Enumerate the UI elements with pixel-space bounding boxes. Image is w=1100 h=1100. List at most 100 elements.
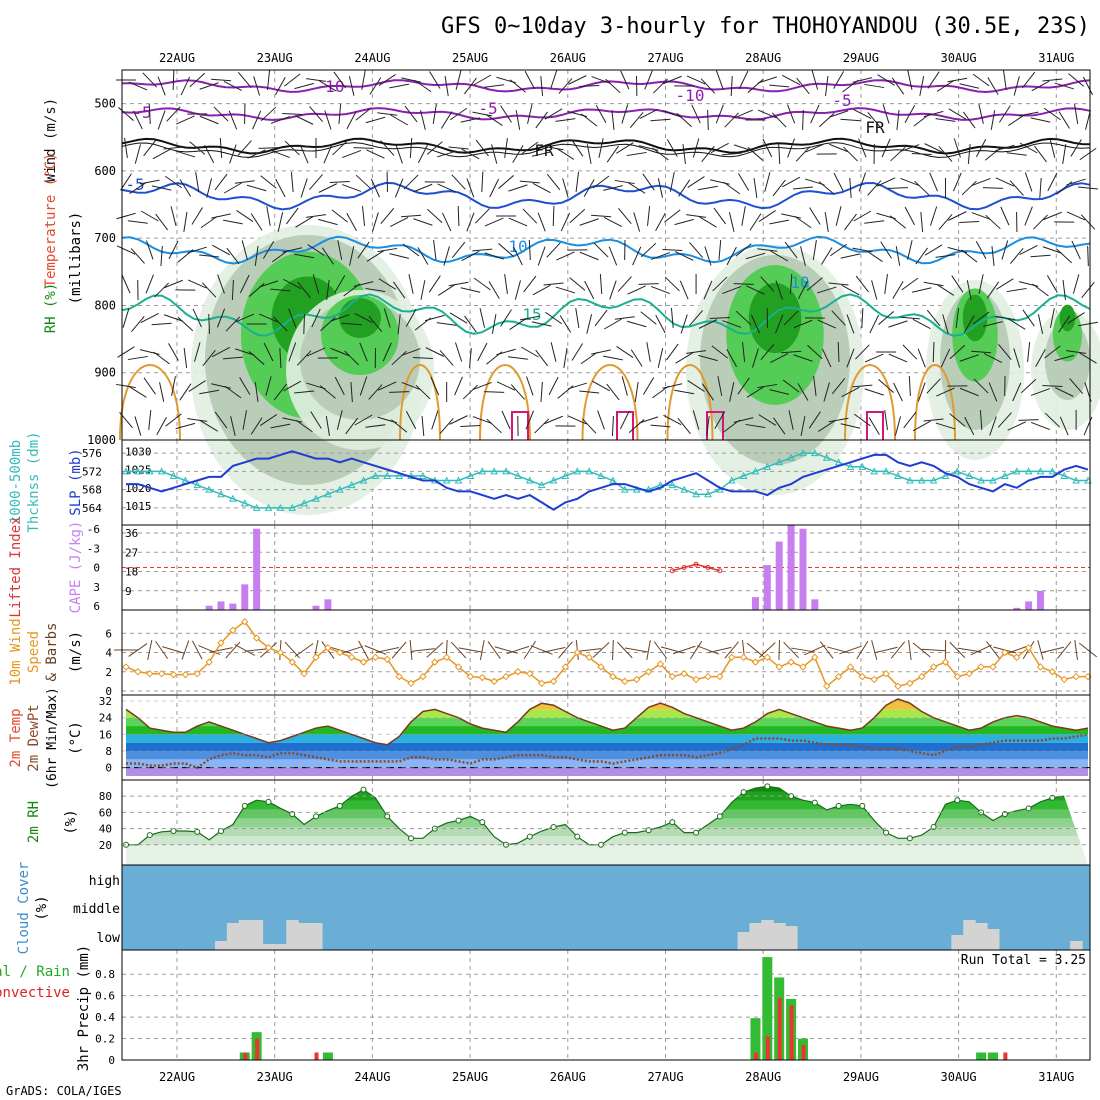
label-millibars: (millibars) [68,212,84,305]
wind-barb [733,283,754,285]
wind-barb [728,212,735,232]
wind-barb [1078,186,1098,190]
wind-barb [630,349,643,367]
wind-barb [262,241,275,259]
thickness-point [1012,467,1021,475]
wind-barb [140,210,159,222]
thickness-point [525,476,534,484]
wind-barb [1043,107,1061,121]
wind-speed-point [929,663,938,671]
wind-barb [1030,254,1051,258]
wind-barb [200,420,218,432]
wind-barb [717,376,723,396]
wind-barb [353,147,374,149]
wind-barb [647,206,651,226]
wind-barb [662,110,682,118]
date-label-top: 27AUG [647,51,683,65]
thickness-tick: 564 [82,502,102,515]
wind-barb [1066,178,1086,186]
wind-barb [496,348,516,356]
wind-speed-point [454,663,463,671]
wind-barb [640,311,657,325]
pressure-tick: 800 [94,298,116,312]
wind-speed-point [799,663,807,671]
temp-tick: 24 [99,712,113,725]
wind-barb [365,424,386,428]
wind-barb [346,213,357,231]
wind-barb [889,215,907,229]
wind-barb [526,376,534,396]
cape-bar [1036,590,1044,610]
wind-barb [900,144,920,152]
wind-barb [852,247,873,253]
wind-speed-point [312,653,320,662]
thickness-point [490,467,499,475]
wind-barb [349,246,355,266]
wind-barb [689,310,704,326]
wind-barb [1083,416,1093,436]
wind-barb [876,177,896,187]
wind-barb [531,321,552,327]
contour-label: -5 [132,103,151,122]
rh-tick: 60 [99,806,112,819]
wind-barb [614,179,635,185]
wind-barb [924,143,943,153]
wind-speed-point [656,660,665,668]
wind-barb [691,104,701,124]
wind-barb [1066,350,1087,354]
cape-tick: 27 [125,546,138,559]
wind-barb [222,219,243,225]
wind-barb [840,423,861,429]
wind-barb [155,213,169,231]
wind-barb [971,212,991,220]
wind-barb [835,206,842,226]
wind-barb [346,110,357,130]
precip-convective-bar [243,1052,248,1060]
wind-speed-point [561,663,570,671]
thickness-point [395,471,404,479]
wind-barb [433,240,437,260]
wind-barb [462,384,478,400]
wind-speed-point [241,617,249,626]
wind-barb [606,145,620,163]
wind-speed-point [359,658,368,666]
wind-barb [655,314,666,334]
lifted-index-point [705,565,711,570]
wind-barb [466,178,475,198]
wind-barb [996,278,1014,290]
wind-barb [348,76,355,96]
wind-barb [427,208,443,224]
wind-barb [321,247,334,265]
label-2m-rh: 2m RH [26,801,42,843]
wind-speed-point [585,653,593,662]
wind-barb [1008,113,1026,127]
wind-barb-10m [225,641,241,659]
wind-barb [831,310,846,326]
wind-barb [307,244,325,256]
wind-barb [562,178,569,198]
wind-barb-10m [689,640,703,660]
contour-label: -5 [478,99,497,118]
wind-barb [401,77,421,83]
wind-barb [734,109,753,119]
rh-band [126,790,1088,801]
wind-barb [378,381,397,391]
wind-barb [377,112,398,116]
wind-barb [710,142,729,154]
cloud-low-bar [298,923,311,950]
wind-barb [498,243,514,257]
wind-barb [718,239,722,261]
wind-barb [619,410,630,430]
wind-barb [1027,342,1031,362]
rh-point [716,813,723,820]
wind-barb [852,77,873,83]
wind-barb [924,244,943,256]
wind-barb [229,144,237,164]
wind-barb [917,348,926,368]
wind-speed-point [347,653,356,662]
thickness-point [276,503,285,511]
wind-speed-point [1013,653,1021,662]
wind-barb-10m [284,641,300,659]
date-label-top: 31AUG [1038,51,1074,65]
wind-barb [995,144,1015,152]
